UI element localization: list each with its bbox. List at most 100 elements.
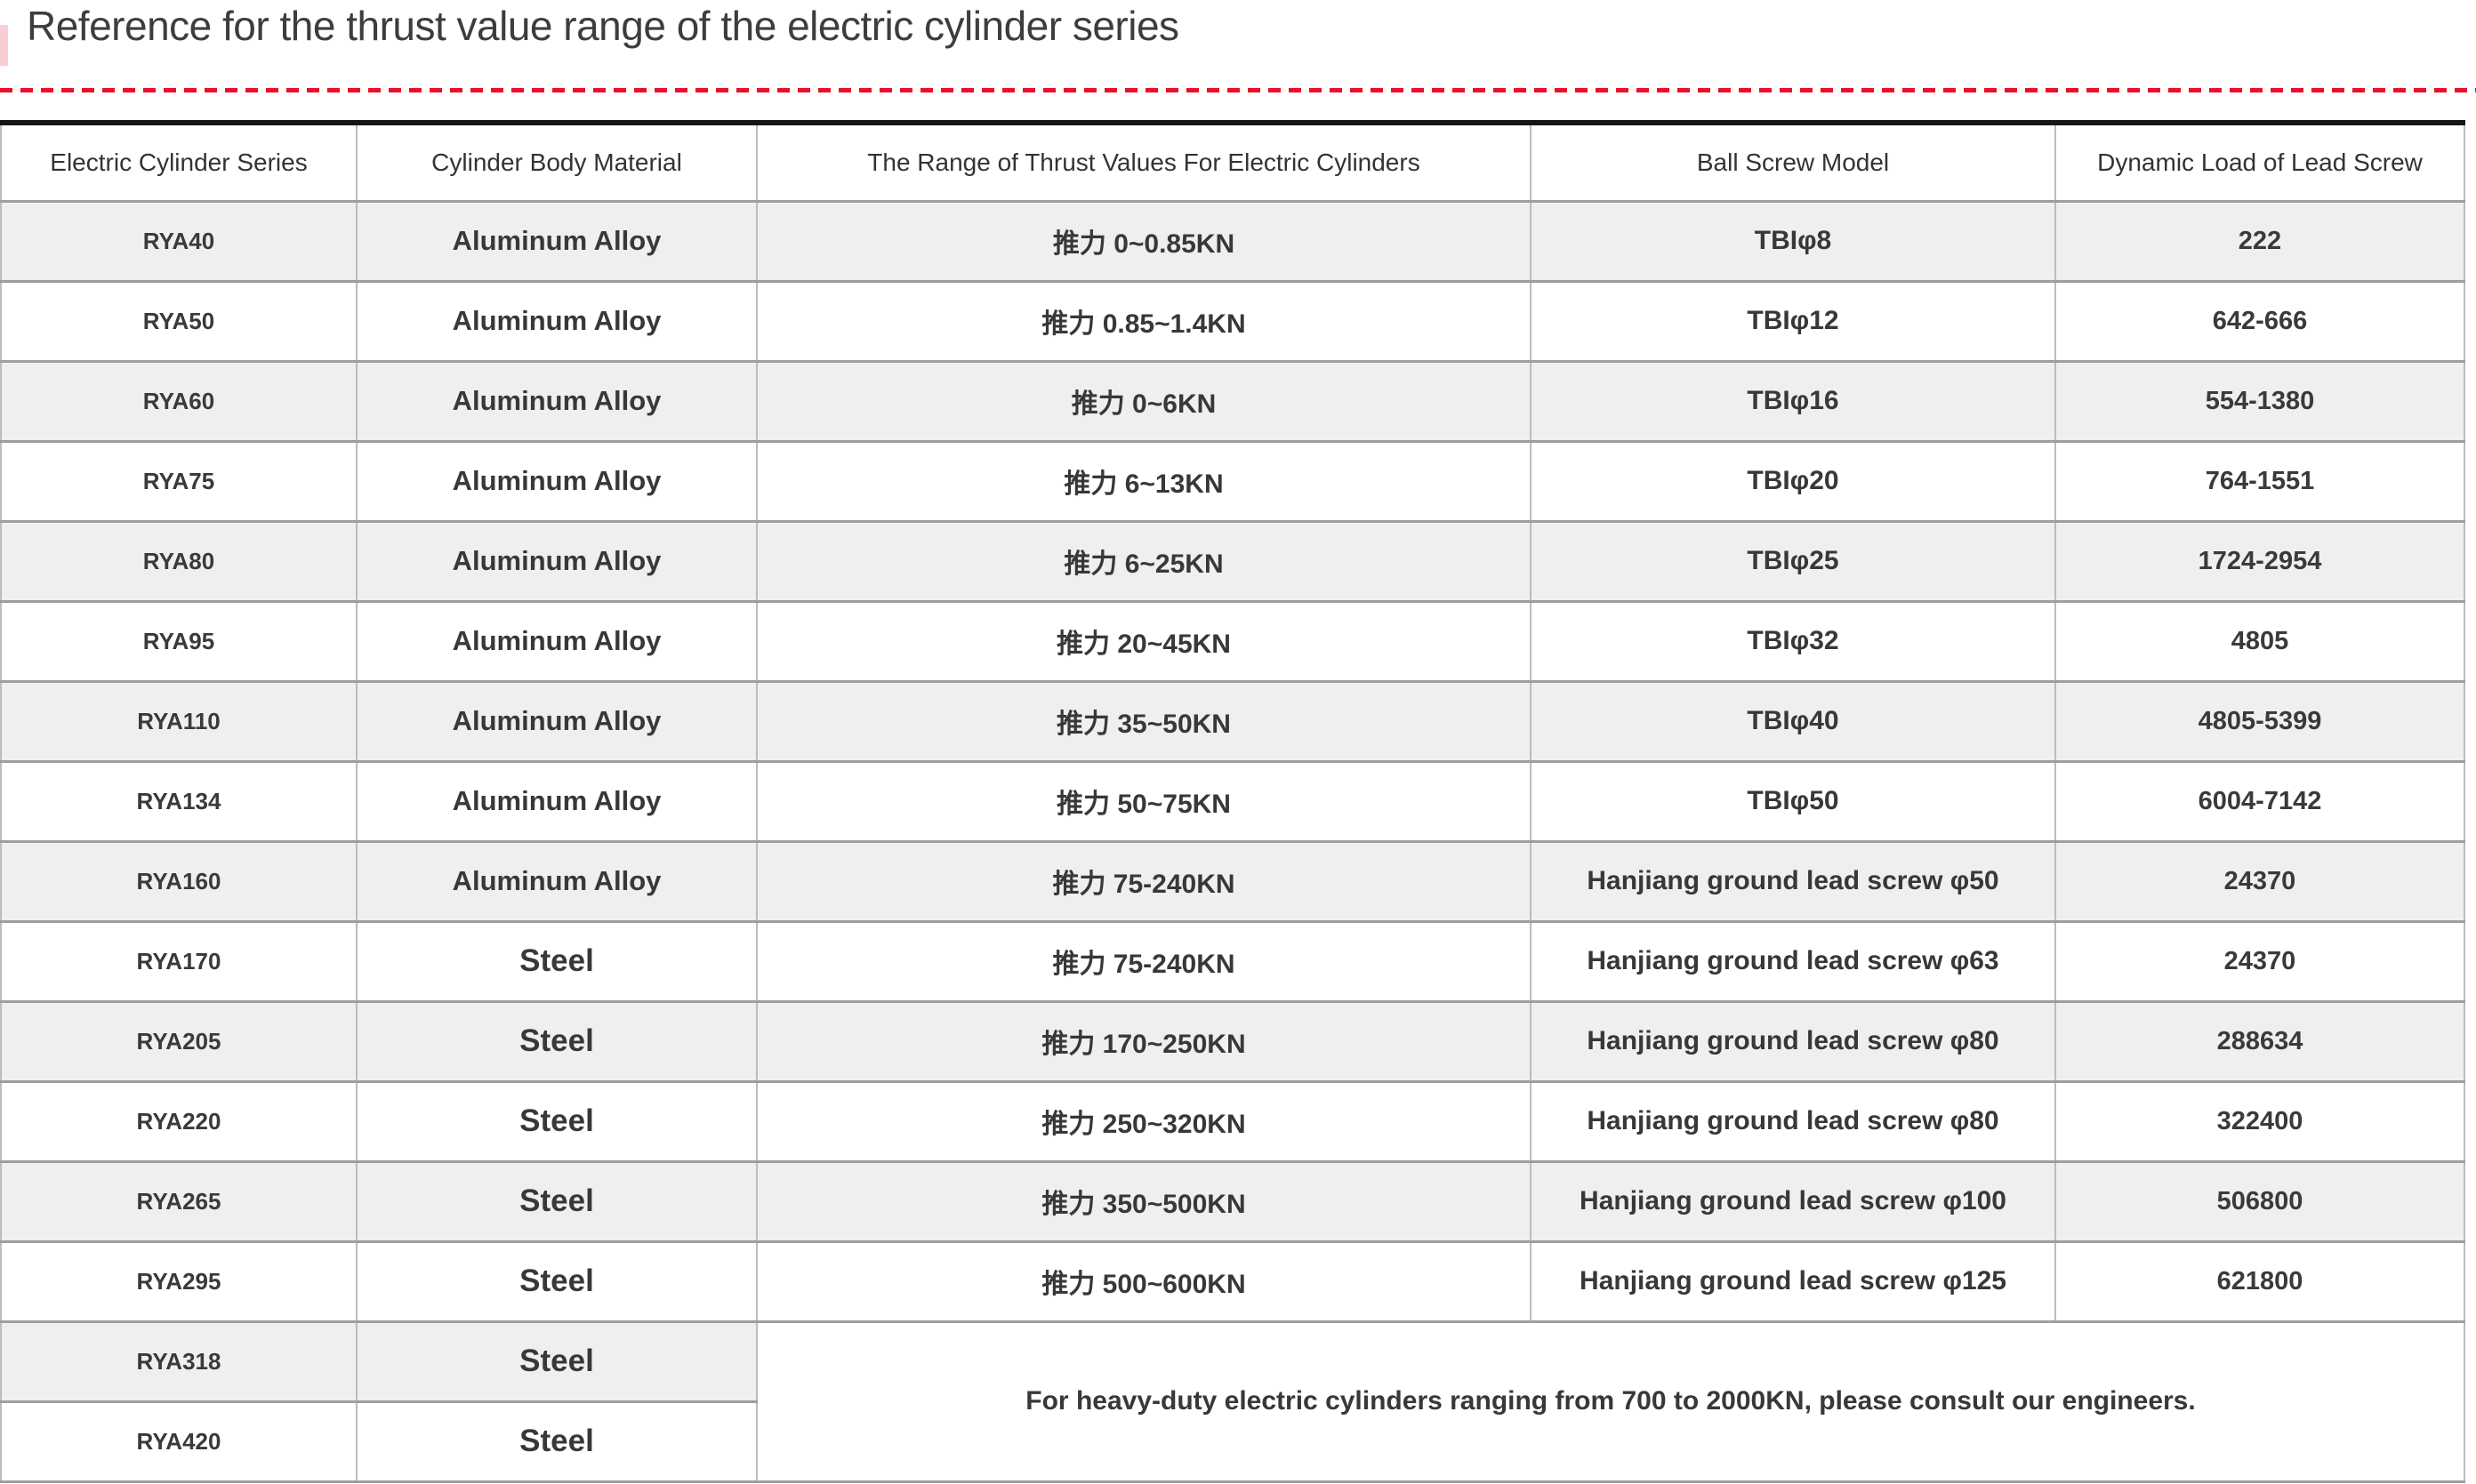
- cell-screw: TBIφ12: [1530, 279, 2056, 363]
- table-row: RYA75 Aluminum Alloy 推力 6~13KN TBIφ20 764-15…: [0, 439, 2465, 523]
- cell-series: RYA220: [0, 1079, 358, 1163]
- cell-screw: TBIφ25: [1530, 519, 2056, 603]
- dashed-divider: [0, 88, 2476, 92]
- col-header-material: Cylinder Body Material: [356, 121, 758, 203]
- cell-material: Steel: [356, 1320, 758, 1403]
- table-row: RYA265 Steel 推力 350~500KN Hanjiang ground l…: [0, 1159, 2465, 1243]
- cell-load: 4805: [2054, 599, 2465, 683]
- cell-series: RYA295: [0, 1239, 358, 1323]
- cell-material: Aluminum Alloy: [356, 679, 758, 763]
- cell-thrust: 推力 500~600KN: [756, 1239, 1531, 1323]
- cell-material: Aluminum Alloy: [356, 439, 758, 523]
- cell-thrust: 推力 75-240KN: [756, 839, 1531, 923]
- cell-series: RYA80: [0, 519, 358, 603]
- cell-material: Steel: [356, 919, 758, 1003]
- table-row: RYA60 Aluminum Alloy 推力 0~6KN TBIφ16 554-138…: [0, 359, 2465, 443]
- table-row: RYA110 Aluminum Alloy 推力 35~50KN TBIφ40 4805…: [0, 679, 2465, 763]
- cell-series: RYA110: [0, 679, 358, 763]
- cell-thrust: 推力 250~320KN: [756, 1079, 1531, 1163]
- cell-series: RYA170: [0, 919, 358, 1003]
- col-header-load: Dynamic Load of Lead Screw: [2054, 121, 2465, 203]
- cell-series: RYA205: [0, 999, 358, 1083]
- cell-series: RYA60: [0, 359, 358, 443]
- heavy-duty-note: For heavy-duty electric cylinders rangin…: [756, 1320, 2465, 1483]
- cell-screw: Hanjiang ground lead screw φ50: [1530, 839, 2056, 923]
- thrust-reference-table: Electric Cylinder Series Cylinder Body M…: [0, 120, 2465, 1483]
- cell-material: Aluminum Alloy: [356, 279, 758, 363]
- cell-thrust: 推力 0~6KN: [756, 359, 1531, 443]
- col-header-screw: Ball Screw Model: [1530, 121, 2056, 203]
- table-row: RYA134 Aluminum Alloy 推力 50~75KN TBIφ50 6004…: [0, 759, 2465, 843]
- cell-thrust: 推力 350~500KN: [756, 1159, 1531, 1243]
- page-title: Reference for the thrust value range of …: [27, 3, 1179, 49]
- cell-thrust: 推力 0~0.85KN: [756, 199, 1531, 283]
- cell-material: Aluminum Alloy: [356, 359, 758, 443]
- cell-screw: TBIφ20: [1530, 439, 2056, 523]
- cell-series: RYA40: [0, 199, 358, 283]
- cell-screw: Hanjiang ground lead screw φ80: [1530, 999, 2056, 1083]
- cell-material: Aluminum Alloy: [356, 839, 758, 923]
- cell-thrust: 推力 0.85~1.4KN: [756, 279, 1531, 363]
- cell-thrust: 推力 6~25KN: [756, 519, 1531, 603]
- cell-material: Steel: [356, 1400, 758, 1483]
- table-row: RYA170 Steel 推力 75-240KN Hanjiang ground le…: [0, 919, 2465, 1003]
- cell-thrust: 推力 35~50KN: [756, 679, 1531, 763]
- cell-load: 24370: [2054, 839, 2465, 923]
- cell-load: 764-1551: [2054, 439, 2465, 523]
- col-header-thrust: The Range of Thrust Values For Electric …: [756, 121, 1531, 203]
- table-row: RYA95 Aluminum Alloy 推力 20~45KN TBIφ32 4805: [0, 599, 2465, 683]
- cell-screw: TBIφ8: [1530, 199, 2056, 283]
- cell-series: RYA75: [0, 439, 358, 523]
- cell-load: 4805-5399: [2054, 679, 2465, 763]
- table-row: RYA220 Steel 推力 250~320KN Hanjiang ground l…: [0, 1079, 2465, 1163]
- cell-thrust: 推力 50~75KN: [756, 759, 1531, 843]
- cell-screw: Hanjiang ground lead screw φ125: [1530, 1239, 2056, 1323]
- table-row: RYA80 Aluminum Alloy 推力 6~25KN TBIφ25 1724-2…: [0, 519, 2465, 603]
- cell-load: 642-666: [2054, 279, 2465, 363]
- cell-thrust: 推力 75-240KN: [756, 919, 1531, 1003]
- cell-load: 621800: [2054, 1239, 2465, 1323]
- cell-series: RYA318: [0, 1320, 358, 1403]
- cell-series: RYA265: [0, 1159, 358, 1243]
- cell-screw: TBIφ50: [1530, 759, 2056, 843]
- cell-material: Steel: [356, 1079, 758, 1163]
- table-body: RYA40 Aluminum Alloy 推力 0~0.85KN TBIφ8 222 RY…: [0, 199, 2465, 1483]
- cell-screw: Hanjiang ground lead screw φ80: [1530, 1079, 2056, 1163]
- cell-series: RYA50: [0, 279, 358, 363]
- table-row: RYA50 Aluminum Alloy 推力 0.85~1.4KN TBIφ12 64…: [0, 279, 2465, 363]
- cell-series: RYA420: [0, 1400, 358, 1483]
- cell-screw: TBIφ40: [1530, 679, 2056, 763]
- cell-load: 24370: [2054, 919, 2465, 1003]
- cell-load: 554-1380: [2054, 359, 2465, 443]
- cell-thrust: 推力 6~13KN: [756, 439, 1531, 523]
- header-row: Electric Cylinder Series Cylinder Body M…: [0, 121, 2465, 203]
- cell-screw: TBIφ32: [1530, 599, 2056, 683]
- cell-material: Aluminum Alloy: [356, 519, 758, 603]
- cell-material: Steel: [356, 1159, 758, 1243]
- cell-series: RYA160: [0, 839, 358, 923]
- cell-load: 506800: [2054, 1159, 2465, 1243]
- cell-load: 6004-7142: [2054, 759, 2465, 843]
- cell-thrust: 推力 20~45KN: [756, 599, 1531, 683]
- cell-material: Steel: [356, 999, 758, 1083]
- cell-material: Aluminum Alloy: [356, 199, 758, 283]
- cell-material: Steel: [356, 1239, 758, 1323]
- table-row: RYA420 Steel: [0, 1400, 2464, 1483]
- cell-load: 1724-2954: [2054, 519, 2465, 603]
- cell-screw: Hanjiang ground lead screw φ63: [1530, 919, 2056, 1003]
- cell-load: 222: [2054, 199, 2465, 283]
- table-row: RYA205 Steel 推力 170~250KN Hanjiang ground l…: [0, 999, 2465, 1083]
- table-row: RYA295 Steel 推力 500~600KN Hanjiang ground l…: [0, 1239, 2465, 1323]
- left-accent-mark: [0, 25, 8, 66]
- table-row: RYA40 Aluminum Alloy 推力 0~0.85KN TBIφ8 222: [0, 199, 2465, 283]
- cell-screw: TBIφ16: [1530, 359, 2056, 443]
- cell-material: Aluminum Alloy: [356, 759, 758, 843]
- table-row: RYA160 Aluminum Alloy 推力 75-240KN Hanjiang …: [0, 839, 2465, 923]
- cell-series: RYA95: [0, 599, 358, 683]
- cell-series: RYA134: [0, 759, 358, 843]
- cell-screw: Hanjiang ground lead screw φ100: [1530, 1159, 2056, 1243]
- cell-load: 322400: [2054, 1079, 2465, 1163]
- cell-thrust: 推力 170~250KN: [756, 999, 1531, 1083]
- cell-load: 288634: [2054, 999, 2465, 1083]
